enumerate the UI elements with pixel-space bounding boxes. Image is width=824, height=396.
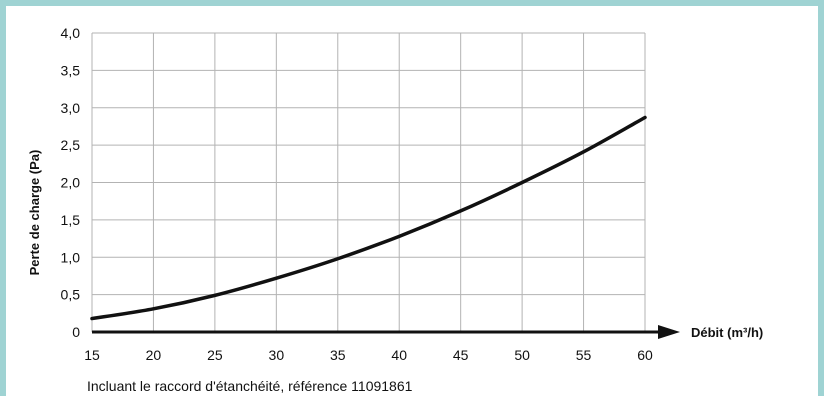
series-line — [90, 115, 647, 321]
x-tick-label: 25 — [207, 347, 223, 363]
y-axis-title: Perte de charge (Pa) — [27, 150, 42, 276]
chart-caption: Incluant le raccord d'étanchéité, référe… — [87, 378, 413, 394]
x-tick-label: 55 — [576, 347, 592, 363]
x-axis-arrowhead — [658, 325, 680, 339]
x-axis-title: Débit (m³/h) — [691, 325, 763, 340]
y-tick-label: 3,0 — [61, 100, 81, 116]
x-tick-label: 50 — [514, 347, 530, 363]
y-tick-label: 1,5 — [61, 212, 81, 228]
y-tick-label: 1,0 — [61, 249, 81, 265]
x-tick-label: 35 — [330, 347, 346, 363]
x-axis-ticks: 15 20 25 30 35 40 45 50 55 60 — [84, 347, 653, 363]
x-tick-label: 40 — [391, 347, 407, 363]
x-tick-label: 60 — [637, 347, 653, 363]
y-tick-label: 4,0 — [61, 25, 81, 41]
y-axis-ticks: 0 0,5 1,0 1,5 2,0 2,5 3,0 3,5 4,0 — [61, 25, 81, 340]
y-tick-label: 2,5 — [61, 137, 81, 153]
y-tick-label: 0,5 — [61, 287, 81, 303]
x-tick-label: 30 — [269, 347, 285, 363]
x-tick-label: 20 — [146, 347, 162, 363]
y-tick-label: 2,0 — [61, 175, 81, 191]
grid — [91, 32, 646, 332]
y-tick-label: 3,5 — [61, 62, 81, 78]
y-tick-label: 0 — [72, 324, 80, 340]
x-tick-label: 45 — [453, 347, 469, 363]
x-tick-label: 15 — [84, 347, 100, 363]
